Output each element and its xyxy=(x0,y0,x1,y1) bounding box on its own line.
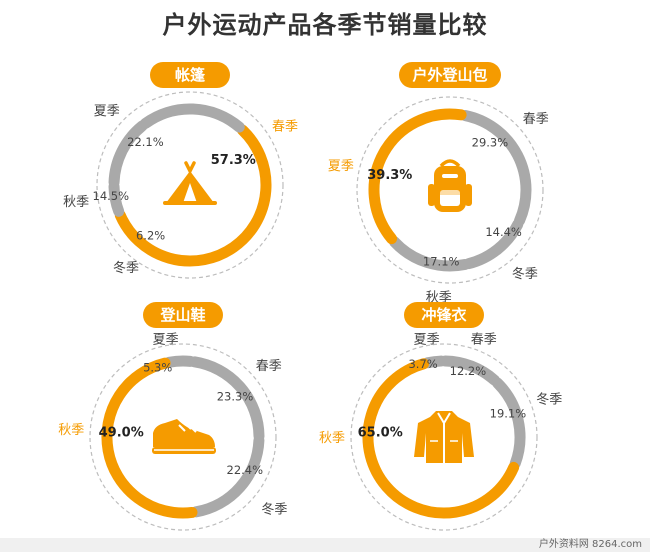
pie-slice-春季 xyxy=(114,124,272,267)
pie-slice-春季 xyxy=(459,110,532,227)
value-label: 57.3% xyxy=(211,153,256,168)
outer-dashed-ring xyxy=(96,91,284,279)
pie-slice-秋季 xyxy=(101,357,198,519)
season-label: 春季 xyxy=(272,120,298,135)
value-label: 22.1% xyxy=(127,135,164,149)
season-label: 春季 xyxy=(471,333,497,348)
pie-slice-秋季 xyxy=(108,120,148,188)
pie-slice-夏季 xyxy=(139,103,245,133)
page-title: 户外运动产品各季节销量比较 xyxy=(162,11,488,39)
value-label: 65.0% xyxy=(358,426,403,441)
outer-dashed-ring xyxy=(350,343,538,531)
pie-slice-秋季 xyxy=(388,236,471,272)
chart-title: 帐篷 xyxy=(175,66,206,84)
season-label: 夏季 xyxy=(94,104,120,119)
season-label: 秋季 xyxy=(63,195,89,210)
season-label: 春季 xyxy=(523,112,549,127)
season-label: 春季 xyxy=(256,359,282,374)
pie-slice-冬季 xyxy=(190,434,265,518)
season-label: 秋季 xyxy=(58,423,84,438)
season-label: 冬季 xyxy=(113,260,139,276)
value-label: 49.0% xyxy=(99,426,144,441)
chart-title: 登山鞋 xyxy=(159,306,205,324)
season-label: 夏季 xyxy=(153,333,179,348)
season-label: 秋季 xyxy=(319,431,345,446)
pie-slice-春季 xyxy=(439,355,500,386)
watermark: 户外资料网 8264.com xyxy=(538,539,642,550)
value-label: 22.4% xyxy=(227,463,264,477)
value-label: 14.4% xyxy=(485,225,522,239)
value-label: 19.1% xyxy=(490,407,527,421)
season-label: 冬季 xyxy=(512,266,538,282)
value-label: 23.3% xyxy=(217,389,254,403)
chart-title: 冲锋衣 xyxy=(421,306,466,324)
chart-title-pill xyxy=(404,302,484,328)
value-label: 12.2% xyxy=(450,364,487,378)
pie-slice-冬季 xyxy=(492,377,526,469)
pie-slice-冬季 xyxy=(463,218,524,270)
value-label: 5.3% xyxy=(143,361,172,375)
jacket-icon xyxy=(413,410,475,464)
outer-dashed-ring xyxy=(356,96,544,284)
pie-slice-夏季 xyxy=(368,108,467,245)
tent-icon xyxy=(161,161,219,207)
value-label: 14.5% xyxy=(93,189,130,203)
shoe-icon xyxy=(151,418,217,455)
value-label: 6.2% xyxy=(136,228,165,242)
outer-dashed-ring xyxy=(89,343,277,531)
chart-title-pill xyxy=(143,302,223,328)
season-label: 夏季 xyxy=(414,333,440,348)
pie-slice-春季 xyxy=(188,356,265,442)
value-label: 17.1% xyxy=(423,255,460,269)
backpack-icon xyxy=(426,159,474,214)
season-label: 秋季 xyxy=(426,290,452,305)
season-label: 冬季 xyxy=(536,392,562,408)
footer-bar: 户外资料网 8264.com xyxy=(0,538,650,552)
value-label: 3.7% xyxy=(408,357,437,371)
value-label: 29.3% xyxy=(472,136,509,150)
pie-slice-夏季 xyxy=(163,355,196,368)
season-label: 冬季 xyxy=(261,501,287,517)
chart-title-pill xyxy=(399,62,501,88)
value-label: 39.3% xyxy=(367,168,412,183)
chart-title: 户外登山包 xyxy=(412,66,487,84)
season-label: 夏季 xyxy=(328,159,354,174)
chart-title-pill xyxy=(150,62,230,88)
pie-slice-秋季 xyxy=(362,358,520,519)
